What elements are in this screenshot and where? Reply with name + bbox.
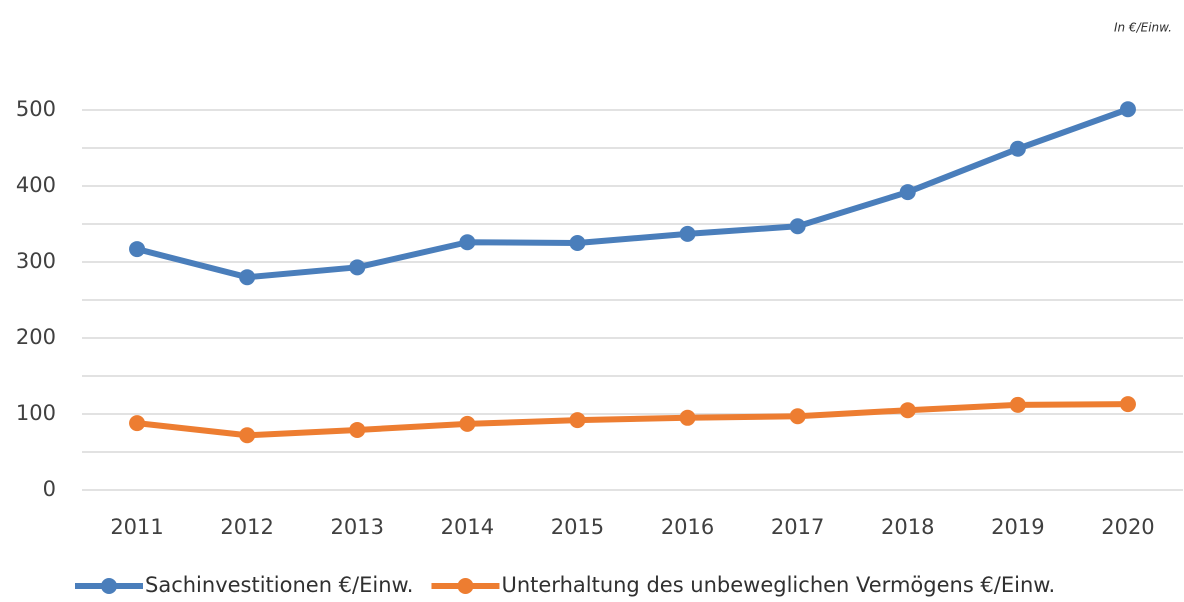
legend-marker (101, 578, 117, 594)
legend: Sachinvestitionen €/Einw. Unterhaltung de… (75, 573, 1055, 597)
y-tick-label: 0 (43, 477, 56, 501)
data-point (1009, 396, 1026, 413)
x-tick-label: 2012 (220, 515, 273, 539)
data-point (1119, 396, 1136, 413)
data-point (349, 259, 366, 276)
data-point (349, 421, 366, 438)
data-point (239, 269, 256, 286)
x-tick-label: 2013 (331, 515, 384, 539)
y-tick-label: 200 (16, 325, 56, 349)
data-point (129, 241, 146, 258)
y-tick-label: 100 (16, 401, 56, 425)
series-line (136, 401, 1128, 439)
data-point (129, 415, 146, 432)
y-tick-label: 300 (16, 249, 56, 273)
data-point (459, 415, 476, 432)
data-point (1119, 101, 1136, 118)
data-point (899, 402, 916, 419)
x-tick-label: 2011 (110, 515, 163, 539)
x-tick-label: 2014 (441, 515, 494, 539)
data-point (789, 408, 806, 425)
legend-label: Unterhaltung des unbeweglichen Vermögens… (501, 573, 1055, 597)
annotation: In €/Einw. (1114, 21, 1172, 35)
x-tick-label: 2018 (881, 515, 934, 539)
x-tick-label: 2019 (991, 515, 1044, 539)
data-point (789, 218, 806, 235)
data-point (679, 409, 696, 426)
x-tick-label: 2017 (771, 515, 824, 539)
data-point (679, 225, 696, 242)
data-point (569, 412, 586, 429)
data-point (569, 235, 586, 251)
legend-label: Sachinvestitionen €/Einw. (145, 573, 413, 597)
y-tick-label: 500 (16, 97, 56, 121)
x-tick-label: 2020 (1101, 515, 1154, 539)
data-point (239, 427, 256, 444)
legend-marker (457, 578, 474, 594)
x-tick-label: 2016 (661, 515, 714, 539)
data-point (459, 234, 476, 251)
series-line (136, 106, 1129, 281)
data-point (899, 184, 916, 201)
y-tick-label: 400 (16, 173, 56, 197)
x-tick-label: 2015 (551, 515, 604, 539)
data-point (1009, 140, 1026, 157)
